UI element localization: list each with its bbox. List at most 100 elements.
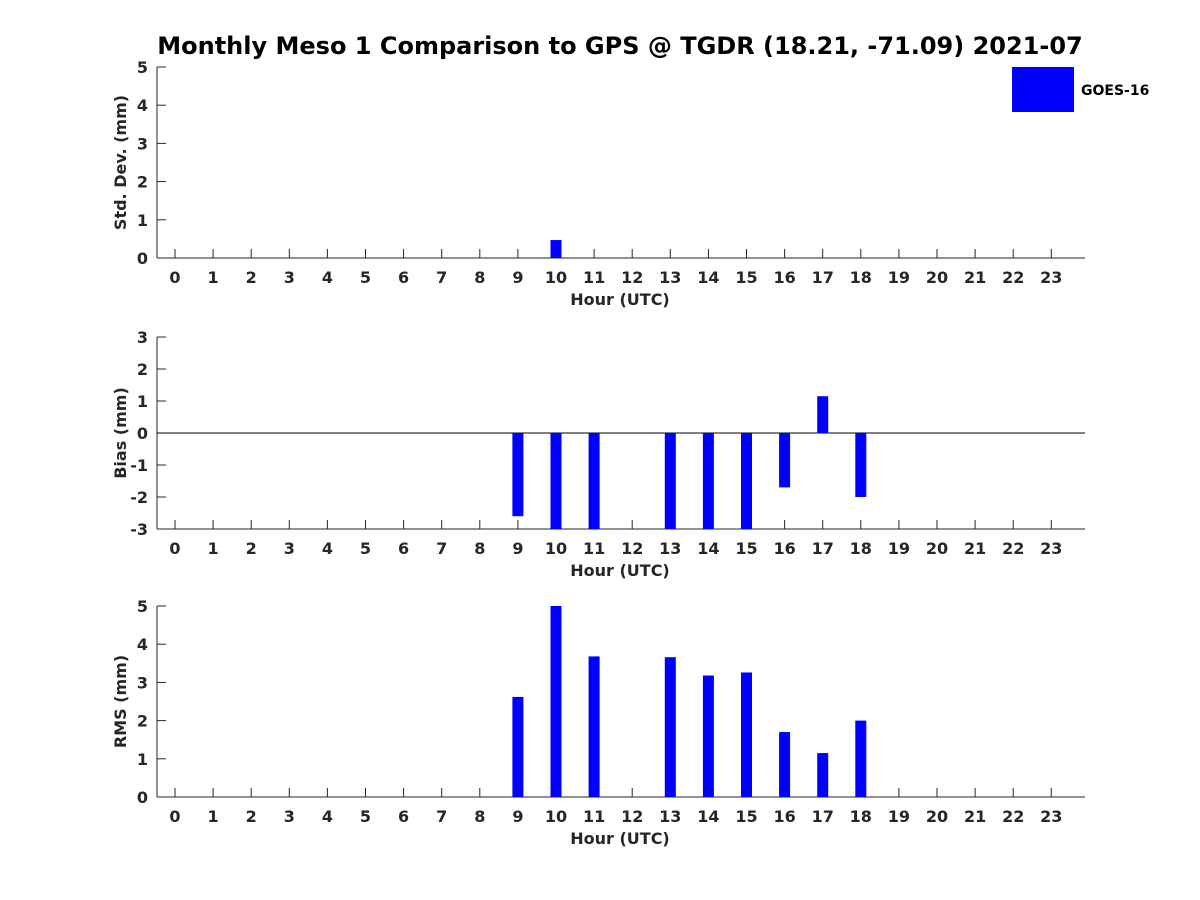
x-tick-label: 19 [888, 539, 910, 558]
x-tick-label: 11 [583, 268, 605, 287]
x-tick-label: 3 [284, 268, 295, 287]
bar [817, 396, 829, 433]
x-tick-label: 18 [850, 539, 872, 558]
y-tick-label: -3 [130, 520, 148, 539]
x-tick-label: 11 [583, 807, 605, 826]
x-tick-label: 14 [697, 539, 719, 558]
x-tick-label: 5 [360, 539, 371, 558]
x-tick-label: 2 [246, 807, 257, 826]
y-tick-label: -1 [130, 456, 148, 475]
x-axis-label: Hour (UTC) [570, 561, 670, 580]
x-tick-label: 4 [322, 539, 333, 558]
x-tick-label: 5 [360, 807, 371, 826]
y-tick-label: 0 [137, 249, 148, 268]
bar [741, 672, 752, 797]
x-tick-label: 10 [545, 539, 567, 558]
bar [741, 433, 752, 529]
x-tick-label: 15 [735, 539, 757, 558]
x-tick-label: 16 [773, 268, 795, 287]
bar [512, 433, 524, 517]
x-tick-label: 5 [360, 268, 371, 287]
y-tick-label: 4 [137, 96, 148, 115]
x-tick-label: 3 [284, 807, 295, 826]
x-tick-label: 20 [926, 807, 948, 826]
bar [550, 606, 562, 797]
y-tick-label: 1 [137, 750, 148, 769]
x-tick-label: 7 [436, 268, 447, 287]
x-tick-label: 2 [246, 268, 257, 287]
legend-swatch [1012, 67, 1074, 112]
x-tick-label: 9 [512, 268, 523, 287]
x-tick-label: 21 [964, 539, 986, 558]
x-tick-label: 14 [697, 268, 719, 287]
x-tick-label: 8 [474, 539, 485, 558]
legend-label: GOES-16 [1081, 83, 1149, 99]
y-tick-label: 0 [137, 788, 148, 807]
x-tick-label: 12 [621, 268, 643, 287]
y-axis-label: Std. Dev. (mm) [111, 95, 130, 230]
x-tick-label: 21 [964, 268, 986, 287]
x-tick-label: 23 [1040, 268, 1062, 287]
bar [550, 433, 562, 529]
y-tick-label: 1 [137, 392, 148, 411]
x-tick-label: 0 [169, 268, 180, 287]
x-axis-label: Hour (UTC) [570, 290, 670, 309]
x-tick-label: 8 [474, 807, 485, 826]
y-tick-label: -2 [130, 488, 148, 507]
x-tick-label: 2 [246, 539, 257, 558]
y-tick-label: 5 [137, 597, 148, 616]
x-tick-label: 16 [773, 539, 795, 558]
y-tick-label: 5 [137, 58, 148, 77]
bar [779, 732, 791, 797]
y-tick-label: 2 [137, 712, 148, 731]
bar [702, 675, 714, 797]
x-tick-label: 7 [436, 807, 447, 826]
x-tick-label: 22 [1002, 539, 1024, 558]
x-axis-label: Hour (UTC) [570, 829, 670, 848]
x-tick-label: 13 [659, 807, 681, 826]
x-tick-label: 1 [208, 539, 219, 558]
y-tick-label: 4 [137, 635, 148, 654]
bar [512, 696, 524, 797]
bar [588, 433, 600, 529]
bar [855, 720, 867, 797]
x-tick-label: 13 [659, 268, 681, 287]
bar [702, 433, 714, 529]
x-tick-label: 17 [812, 807, 834, 826]
x-tick-label: 4 [322, 268, 333, 287]
y-tick-label: 0 [137, 424, 148, 443]
x-tick-label: 20 [926, 539, 948, 558]
bar [779, 433, 791, 488]
x-tick-label: 6 [398, 268, 409, 287]
x-tick-label: 19 [888, 807, 910, 826]
bar [664, 657, 676, 797]
x-tick-label: 11 [583, 539, 605, 558]
x-tick-label: 1 [208, 807, 219, 826]
x-tick-label: 6 [398, 807, 409, 826]
x-tick-label: 15 [735, 268, 757, 287]
x-tick-label: 4 [322, 807, 333, 826]
y-tick-label: 2 [137, 360, 148, 379]
x-tick-label: 8 [474, 268, 485, 287]
x-tick-label: 19 [888, 268, 910, 287]
legend: GOES-16 [1012, 67, 1149, 112]
x-tick-label: 17 [812, 268, 834, 287]
x-tick-label: 6 [398, 539, 409, 558]
y-tick-label: 1 [137, 211, 148, 230]
y-tick-label: 3 [137, 673, 148, 692]
bar [588, 656, 600, 797]
x-tick-label: 14 [697, 807, 719, 826]
x-tick-label: 22 [1002, 807, 1024, 826]
y-tick-label: 3 [137, 328, 148, 347]
x-tick-label: 0 [169, 807, 180, 826]
x-tick-label: 16 [773, 807, 795, 826]
bar [817, 753, 829, 797]
x-tick-label: 15 [735, 807, 757, 826]
x-tick-label: 23 [1040, 539, 1062, 558]
x-tick-label: 22 [1002, 268, 1024, 287]
x-tick-label: 12 [621, 539, 643, 558]
